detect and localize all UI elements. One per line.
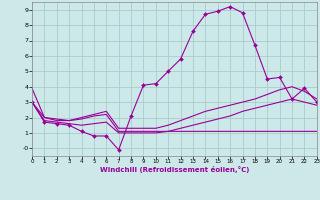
X-axis label: Windchill (Refroidissement éolien,°C): Windchill (Refroidissement éolien,°C): [100, 166, 249, 173]
